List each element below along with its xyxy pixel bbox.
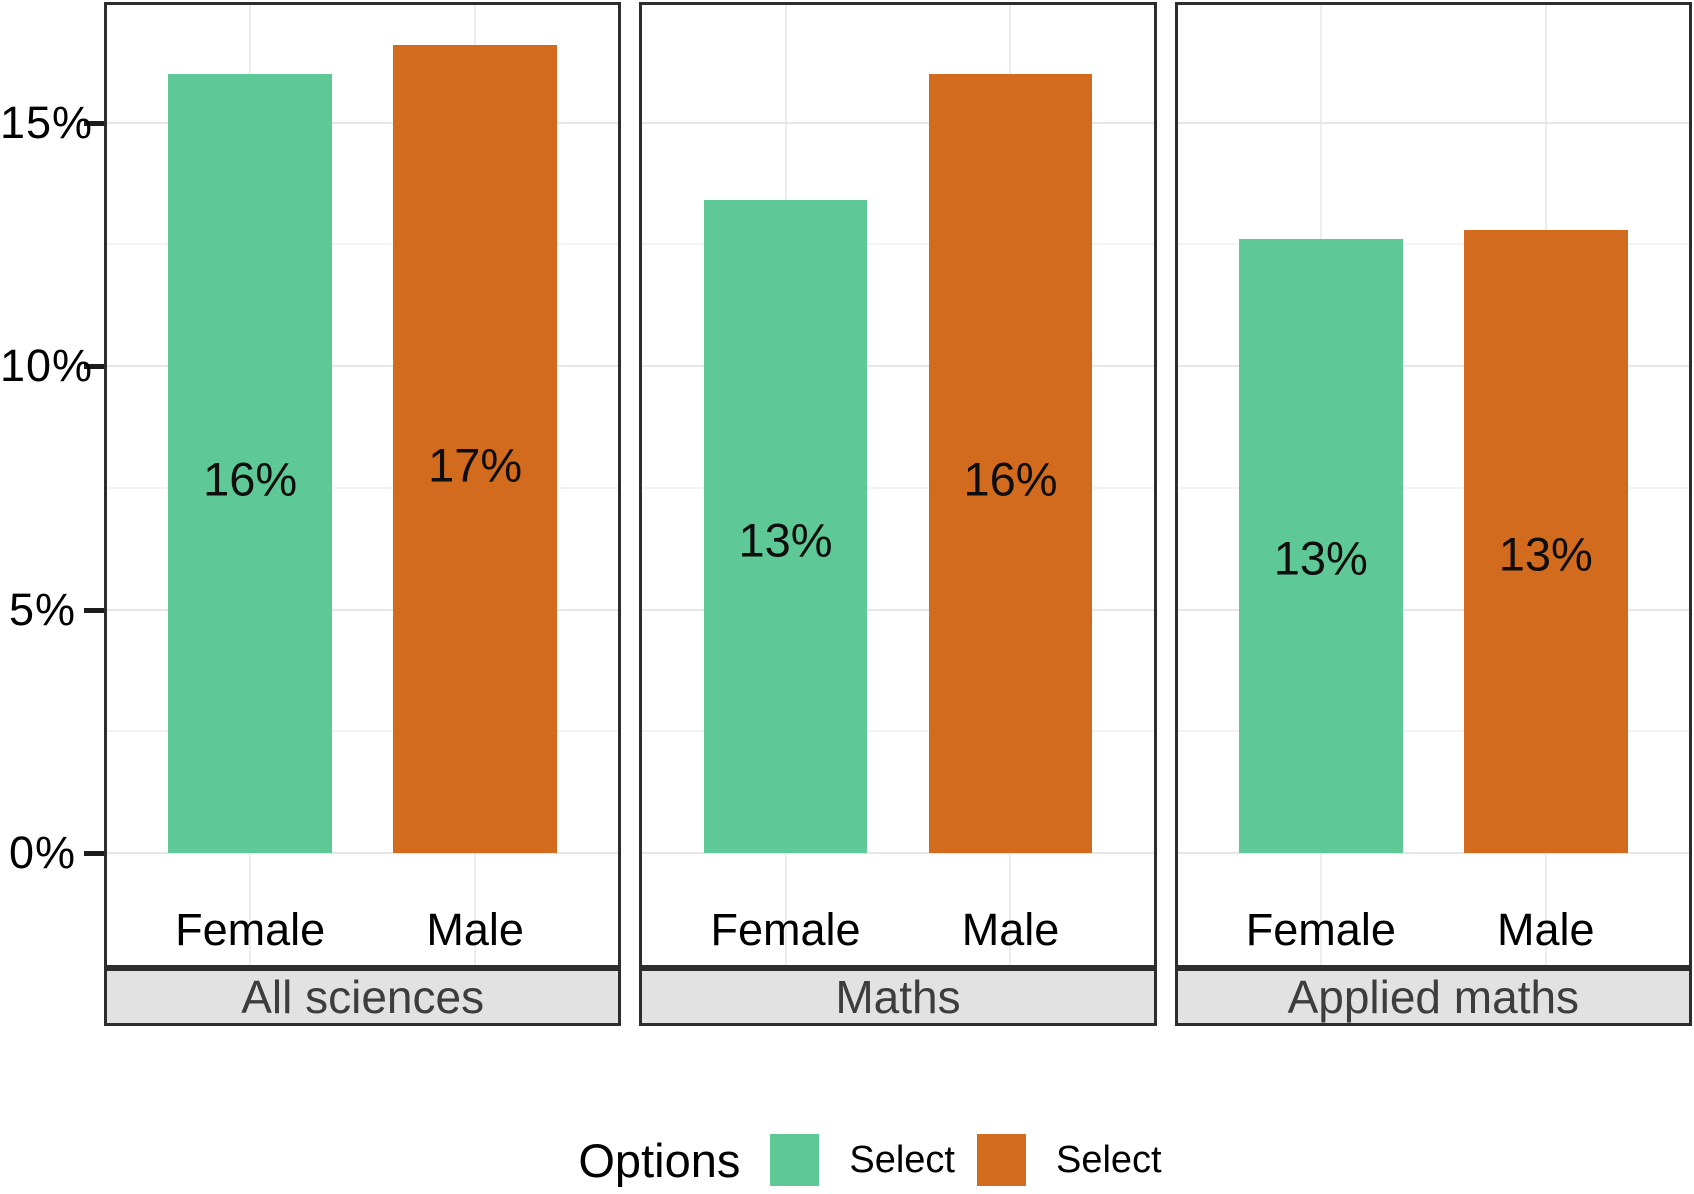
gridline-horizontal-minor [107, 243, 619, 246]
gridline-horizontal-minor [642, 243, 1154, 246]
legend-swatch-orange-icon [976, 1134, 1026, 1186]
y-axis-tick-label: 10% [0, 340, 94, 391]
plot-panel: 13% Female 13% Male [1174, 2, 1692, 968]
bar-value-label: 16% [203, 452, 298, 506]
bar-female: 16% [168, 74, 332, 853]
bar-value-label: 17% [428, 438, 523, 492]
legend: Options Select Select [34, 1126, 1694, 1194]
gridline-horizontal-minor [1177, 243, 1689, 246]
bar-female: 13% [1239, 239, 1403, 853]
legend-title: Options [578, 1133, 741, 1187]
plot-panel: 16% Female 17% Male [104, 2, 622, 968]
y-axis-tick-label: 15% [0, 96, 94, 148]
gridline-horizontal-major [642, 121, 1154, 124]
gridline-horizontal-minor [107, 486, 619, 489]
facet-strip-label: All sciences [241, 971, 485, 1023]
y-axis-tick [84, 851, 104, 856]
bar-value-label: 13% [1273, 531, 1368, 585]
gridline-horizontal-major [642, 608, 1154, 611]
y-axis-tick [84, 607, 104, 613]
y-axis: 0% 5% 10% 15% [0, 0, 104, 1194]
gridline-horizontal-minor [1177, 730, 1689, 733]
gridline-horizontal-major [642, 365, 1154, 367]
bar-female: 13% [703, 200, 868, 853]
legend-key-green: Select [770, 1134, 955, 1186]
plot-panel: 13% Female 16% Male [639, 2, 1157, 968]
legend-key-orange: Select [976, 1134, 1162, 1186]
bar-male: 17% [393, 45, 557, 853]
x-axis-label-male: Male [426, 904, 524, 955]
facet-applied-maths: 13% Female 13% Male Applied maths [1174, 2, 1692, 1026]
x-axis-label-male: Male [1497, 904, 1595, 955]
facet-maths: 13% Female 16% Male Maths [639, 2, 1157, 1026]
bar-value-label: 16% [963, 452, 1058, 506]
gridline-horizontal-minor [107, 730, 619, 733]
gridline-horizontal-major [1177, 365, 1689, 367]
legend-label-green: Select [849, 1138, 955, 1181]
x-axis-label-female: Female [710, 904, 861, 955]
gridline-horizontal-major [1177, 852, 1689, 854]
facet-all-sciences: 16% Female 17% Male All sciences [104, 2, 622, 1026]
gridline-horizontal-major [107, 852, 619, 854]
y-axis-tick-label: 5% [8, 583, 76, 635]
gridline-horizontal-major [107, 121, 619, 124]
facet-strip: Applied maths [1174, 968, 1692, 1026]
gridline-horizontal-major [1177, 608, 1689, 611]
x-axis-label-male: Male [961, 904, 1060, 955]
bar-value-label: 13% [738, 513, 833, 567]
gridline-horizontal-minor [642, 730, 1154, 733]
x-axis-label-female: Female [175, 904, 326, 955]
gridline-horizontal-major [642, 852, 1154, 854]
facet-strip: All sciences [104, 968, 622, 1026]
legend-label-orange: Select [1055, 1138, 1162, 1181]
gridline-horizontal-major [1177, 121, 1689, 124]
facet-strip: Maths [639, 968, 1157, 1026]
bar-male: 13% [1464, 230, 1628, 853]
panels-container: 16% Female 17% Male All sciences 13% Female 16%… [104, 2, 1692, 1026]
gridline-horizontal-minor [1177, 486, 1689, 489]
facet-strip-label: Applied maths [1287, 971, 1580, 1023]
bar-value-label: 13% [1498, 527, 1593, 581]
facet-strip-label: Maths [835, 971, 961, 1023]
legend-swatch-green-icon [770, 1134, 820, 1186]
bar-male: 16% [928, 74, 1093, 853]
gridline-horizontal-major [107, 365, 619, 367]
y-axis-tick [84, 364, 104, 369]
y-axis-tick-label: 0% [8, 827, 76, 878]
gridline-horizontal-minor [642, 486, 1154, 489]
y-axis-tick [84, 120, 104, 126]
x-axis-label-female: Female [1245, 904, 1396, 955]
gridline-horizontal-major [107, 608, 619, 611]
